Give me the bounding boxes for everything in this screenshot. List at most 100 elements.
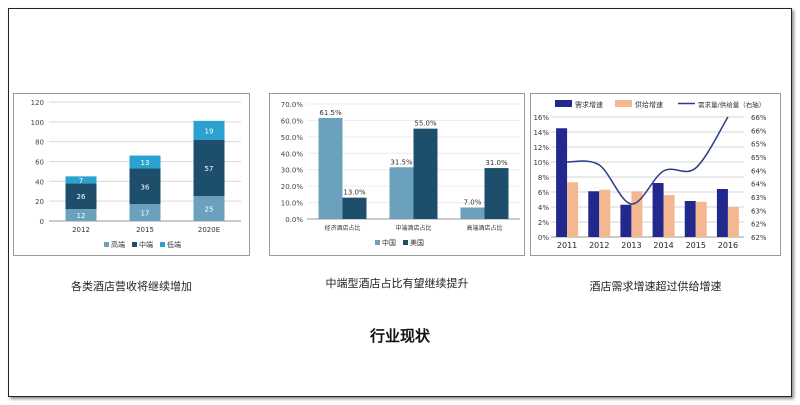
slide-title: 行业现状 [369, 327, 430, 345]
y-tick-label: 0% [538, 234, 549, 242]
bar [556, 128, 568, 237]
x-tick-label: 2012 [589, 241, 609, 250]
revenue-chart: 0 20 40 60 80 100 120 12 26 7 2012 17 36 13 2015 25 57 19… [31, 99, 241, 249]
y-right-tick-label: 64% [751, 167, 767, 175]
y-right-tick-label: 62% [751, 234, 767, 242]
x-tick-label: 2015 [686, 241, 706, 250]
y-tick-label: 0.0% [285, 216, 303, 224]
stacked-bar-segment [193, 120, 225, 140]
x-tick-label: 高端酒店占比 [466, 224, 502, 232]
bar [716, 189, 728, 237]
data-label: 31.0% [485, 159, 508, 167]
y-tick-label: 0 [40, 218, 44, 226]
y-right-tick-label: 62% [751, 221, 767, 229]
data-label: 57 [205, 165, 214, 173]
y-tick-label: 10% [533, 159, 549, 167]
y-tick-label: 16% [533, 114, 549, 122]
growth-chart-caption: 酒店需求增速超过供给增速 [589, 280, 722, 293]
data-label: 26 [77, 193, 86, 201]
stacked-bar-segment [193, 139, 225, 197]
legend-swatch [132, 242, 137, 247]
legend-label: 低端 [167, 240, 181, 249]
bar [318, 117, 343, 219]
legend-swatch [104, 242, 109, 247]
y-tick-label: 40.0% [281, 150, 304, 158]
legend-label: 美国 [410, 238, 424, 247]
legend-swatch [375, 240, 380, 245]
bar [460, 207, 485, 219]
bar [631, 191, 643, 237]
x-tick-label: 2015 [136, 226, 154, 234]
data-label: 13.0% [343, 189, 366, 197]
y-right-tick-label: 64% [751, 181, 767, 189]
data-label: 12 [77, 212, 86, 220]
stacked-bar-segment [129, 168, 161, 205]
x-tick-label: 2012 [72, 226, 90, 234]
bar [652, 183, 664, 237]
data-label: 13 [141, 159, 150, 167]
bar [342, 197, 367, 219]
y-tick-label: 70.0% [281, 101, 304, 109]
legend-label: 高端 [111, 240, 125, 249]
bar [588, 191, 600, 237]
hotel-share-chart: 0.0% 10.0% 20.0% 30.0% 40.0% 50.0% 60.0% 70.0% 6… [281, 101, 520, 247]
x-tick-label: 经济酒店占比 [324, 224, 360, 232]
y-tick-label: 120 [31, 99, 44, 107]
y-right-tick-label: 65% [751, 141, 767, 149]
y-tick-label: 2% [538, 219, 549, 227]
y-tick-label: 14% [533, 129, 549, 137]
y-tick-label: 20 [35, 198, 44, 206]
x-tick-label: 2014 [653, 241, 673, 250]
revenue-chart-panel: 0 20 40 60 80 100 120 12 26 7 2012 17 36 13 2015 25 57 19… [13, 93, 250, 256]
y-tick-label: 8% [538, 174, 549, 182]
legend-swatch [615, 100, 632, 107]
legend-label: 中端 [139, 240, 153, 249]
growth-chart-panel: 0% 2% 4% 6% 8% 10% 12% 14% 16% 62% 62% 63% 63% 64% 64%… [530, 93, 781, 256]
share-chart-panel: 0.0% 10.0% 20.0% 30.0% 40.0% 50.0% 60.0% 70.0% 6… [269, 93, 525, 256]
data-label: 7.0% [464, 199, 482, 207]
stacked-bar-segment [65, 209, 97, 221]
data-label: 31.5% [390, 158, 413, 166]
legend-label: 需求增速 [575, 100, 603, 109]
bar [484, 168, 509, 219]
bar [684, 201, 696, 237]
bar [413, 128, 438, 219]
y-tick-label: 60.0% [281, 117, 304, 125]
bar [727, 207, 739, 237]
y-tick-label: 12% [533, 144, 549, 152]
x-tick-label: 中端酒店占比 [395, 224, 431, 232]
data-label: 25 [205, 206, 214, 214]
stacked-bar-segment [129, 155, 161, 169]
demand-supply-chart: 0% 2% 4% 6% 8% 10% 12% 14% 16% 62% 62% 63% 63% 64% 64%… [533, 100, 767, 250]
y-tick-label: 60 [35, 159, 44, 167]
y-tick-label: 20.0% [281, 183, 304, 191]
y-tick-label: 6% [538, 189, 549, 197]
y-right-tick-label: 66% [751, 127, 767, 135]
bar [567, 182, 579, 237]
y-tick-label: 50.0% [281, 134, 304, 142]
y-tick-label: 4% [538, 204, 549, 212]
data-label: 61.5% [319, 109, 342, 117]
bar [663, 195, 675, 237]
stacked-bar-segment [65, 183, 97, 210]
legend-label: 中国 [382, 238, 396, 247]
bar [620, 204, 632, 237]
share-chart-caption: 中端型酒店占比有望继续提升 [325, 277, 469, 290]
x-tick-label: 2011 [557, 241, 577, 250]
data-label: 55.0% [414, 120, 437, 128]
x-tick-label: 2013 [621, 241, 641, 250]
bar [599, 189, 611, 237]
y-tick-label: 80 [35, 139, 44, 147]
revenue-chart-caption: 各类酒店营收将继续增加 [71, 280, 192, 293]
bar [389, 167, 414, 219]
legend-swatch [160, 242, 165, 247]
ratio-line [567, 116, 729, 205]
legend-swatch [555, 100, 572, 107]
data-label: 7 [79, 177, 83, 185]
stacked-bar-segment [193, 196, 225, 221]
data-label: 17 [141, 210, 150, 218]
stacked-bar-segment [129, 204, 161, 221]
x-tick-label: 2020E [198, 226, 220, 234]
x-tick-label: 2016 [718, 241, 738, 250]
stacked-bar-segment [65, 176, 97, 184]
